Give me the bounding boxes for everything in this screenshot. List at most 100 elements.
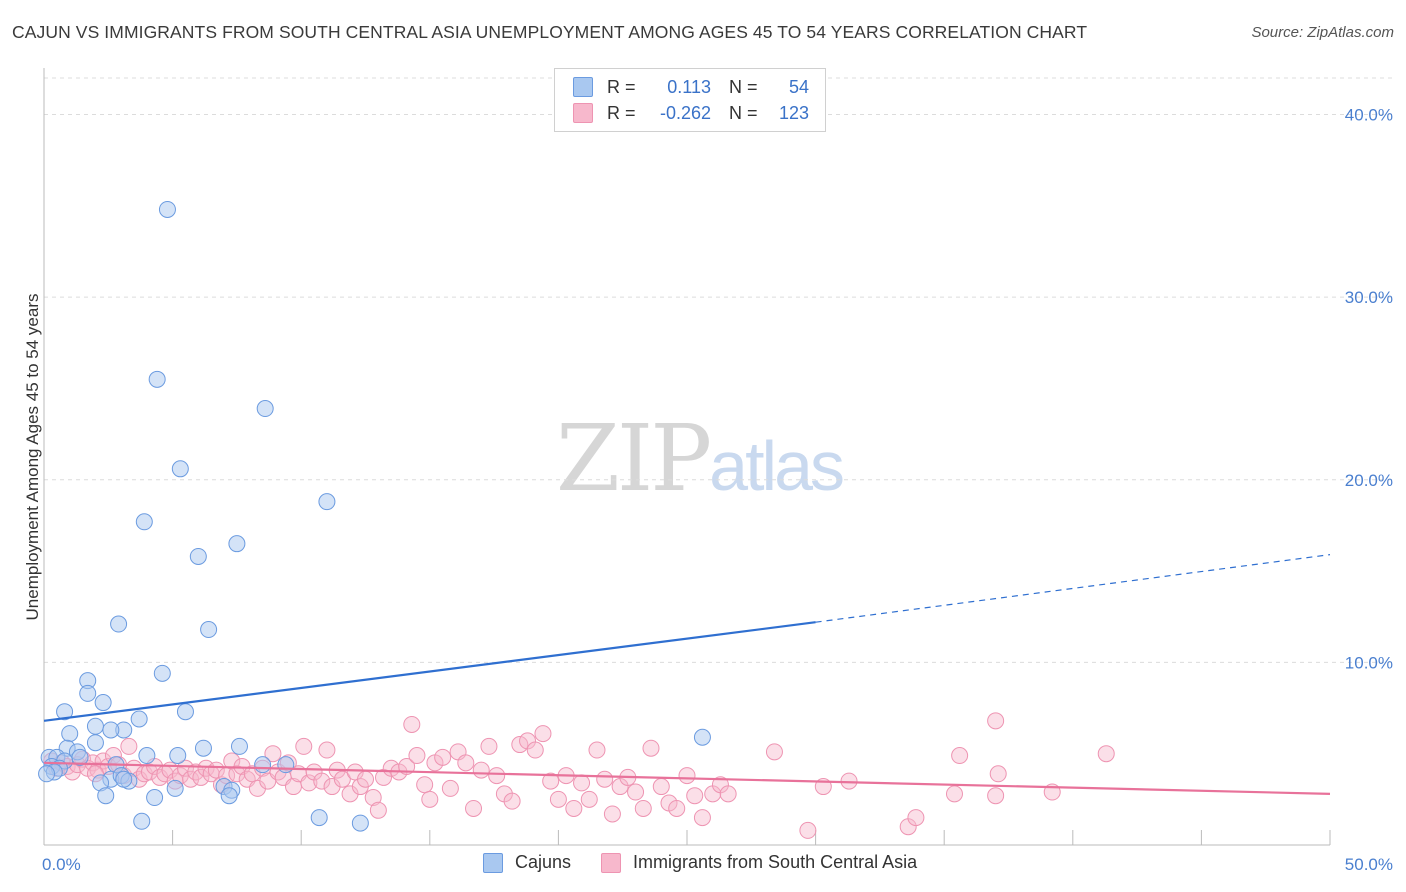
y-tick-label: 20.0% <box>1345 471 1393 490</box>
immigrants-point <box>719 785 737 803</box>
immigrants-point <box>503 792 521 810</box>
trend-lines <box>43 554 1331 795</box>
cajun-legend-label: Cajuns <box>515 852 572 872</box>
cajun-point <box>166 779 184 797</box>
watermark: ZIPatlas <box>556 405 845 512</box>
immigrants-point <box>488 767 506 785</box>
immigrants-point <box>120 737 138 755</box>
cajun-point <box>115 770 133 788</box>
legend-r-label: R = <box>607 76 636 97</box>
immigrants-point <box>987 787 1005 805</box>
immigrants-trend-line <box>43 761 1331 795</box>
cajun-point <box>693 728 711 746</box>
immigrants-point <box>223 752 241 770</box>
cajun-point <box>194 739 212 757</box>
y-axis-label: Unemployment Among Ages 45 to 54 years <box>23 294 42 621</box>
cajun-point <box>86 717 104 735</box>
cajun-point <box>310 809 328 827</box>
immigrants-point <box>951 747 969 765</box>
immigrants-point <box>313 772 331 790</box>
immigrants-point <box>668 799 686 817</box>
axes <box>43 68 1331 846</box>
cajun-point <box>277 756 295 774</box>
immigrants-point <box>534 725 552 743</box>
immigrants-point <box>652 778 670 796</box>
immigrants-legend-swatch <box>601 852 622 873</box>
cajun-point <box>94 694 112 712</box>
immigrants-point <box>295 737 313 755</box>
immigrants-point <box>945 785 963 803</box>
immigrants-point <box>408 747 426 765</box>
immigrants-point <box>573 774 591 792</box>
y-tick-label: 10.0% <box>1345 653 1393 672</box>
cajun-point <box>133 812 151 830</box>
cajun-point <box>158 200 176 218</box>
x-tick-label: 0.0% <box>42 855 81 874</box>
grid-lines <box>44 77 1395 663</box>
cajun-point <box>135 513 153 531</box>
legend-row-cajun: R = 0.113 N = 54 <box>573 75 809 99</box>
cajun-point <box>228 535 246 553</box>
cajun-point <box>169 747 187 765</box>
cajun-point <box>110 615 128 633</box>
immigrants-point <box>989 765 1007 783</box>
legend-n-label: N = <box>729 102 758 123</box>
legend-n-value: 123 <box>778 102 809 123</box>
immigrants-point <box>403 715 421 733</box>
legend-n-label: N = <box>729 76 758 97</box>
immigrants-point <box>457 754 475 772</box>
immigrants-point <box>799 821 817 839</box>
immigrants-point <box>678 767 696 785</box>
source-label: Source: ZipAtlas.com <box>1251 24 1394 41</box>
immigrants-point <box>588 741 606 759</box>
immigrants-point <box>565 799 583 817</box>
cajun-points <box>38 200 711 832</box>
cajun-point <box>351 814 369 832</box>
immigrants-point <box>642 739 660 757</box>
cajun-point <box>171 460 189 478</box>
cajun-point <box>189 547 207 565</box>
immigrants-point <box>549 790 567 808</box>
cajun-point <box>130 710 148 728</box>
cajun-point <box>153 664 171 682</box>
cajun-trend-extension <box>815 554 1331 623</box>
legend-item-immigrants: Immigrants from South Central Asia <box>601 852 917 873</box>
cajun-point <box>56 703 74 721</box>
cajun-point <box>148 370 166 388</box>
immigrants-point <box>364 789 382 807</box>
cajun-point <box>254 756 272 774</box>
immigrants-point <box>511 736 529 754</box>
watermark-zip: ZIP <box>556 405 712 512</box>
cajun-legend-swatch <box>483 852 503 873</box>
immigrants-point <box>580 790 598 808</box>
immigrants-point <box>465 799 483 817</box>
immigrants-point <box>369 801 387 819</box>
immigrants-point <box>526 741 544 759</box>
immigrants-legend-label: Immigrants from South Central Asia <box>633 852 918 872</box>
cajun-point <box>176 703 194 721</box>
cajun-point <box>97 787 115 805</box>
immigrants-point <box>603 805 621 823</box>
immigrants-point <box>192 768 210 786</box>
cajun-point <box>138 747 156 765</box>
immigrants-point <box>416 776 434 794</box>
cajun-point <box>86 734 104 752</box>
series-legend: Cajuns Immigrants from South Central Asi… <box>483 852 947 873</box>
cajun-point <box>256 400 274 418</box>
legend-r-value: -0.262 <box>659 102 711 123</box>
immigrants-point <box>542 772 560 790</box>
immigrants-point <box>472 761 490 779</box>
immigrants-point <box>765 743 783 761</box>
legend-row-immigrants: R = -0.262 N = 123 <box>573 101 809 125</box>
correlation-legend: R = 0.113 N = 54 R = -0.262 N = 123 <box>554 68 826 132</box>
immigrants-point <box>333 770 351 788</box>
immigrants-point <box>318 741 336 759</box>
immigrants-point <box>693 809 711 827</box>
legend-r-value: 0.113 <box>667 76 711 97</box>
watermark-atlas: atlas <box>709 427 845 505</box>
immigrants-point <box>634 799 652 817</box>
immigrants-point <box>1097 745 1115 763</box>
legend-n-value: 54 <box>788 76 809 97</box>
immigrants-point <box>627 783 645 801</box>
